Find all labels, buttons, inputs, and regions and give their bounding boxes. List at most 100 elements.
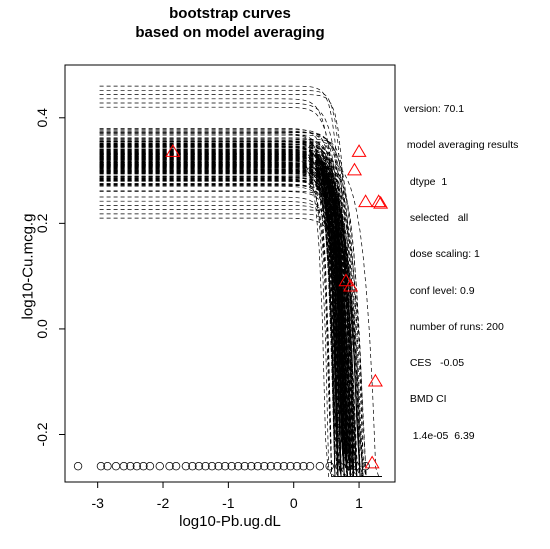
bootstrap-curve: [99, 141, 382, 478]
dose-point-marker: [111, 461, 121, 471]
dose-point-marker: [103, 461, 112, 471]
data-point-marker: [351, 144, 367, 157]
dose-point-marker: [279, 461, 289, 471]
dose-point-marker: [299, 461, 308, 471]
chart-title: bootstrap curves: [169, 5, 291, 22]
bootstrap-curve: [99, 151, 382, 478]
bootstrap-curve: [99, 153, 382, 478]
bootstrap-curve: [99, 174, 382, 478]
x-tick-label: -3: [91, 495, 104, 511]
bootstrap-curve: [99, 183, 382, 478]
bootstrap-curve: [99, 102, 382, 478]
bootstrap-curve: [99, 129, 382, 478]
dose-point-marker: [171, 461, 181, 471]
bootstrap-curve: [99, 200, 382, 478]
info-line: conf level: 0.9: [404, 284, 475, 297]
bootstrap-curve: [99, 132, 382, 478]
data-point-marker: [371, 194, 387, 208]
bootstrap-curve: [99, 151, 382, 478]
bootstrap-curve: [99, 137, 382, 478]
x-tick-label: 1: [355, 495, 363, 511]
dose-point-marker: [96, 461, 106, 471]
bootstrap-curve: [99, 152, 382, 478]
dose-point-marker: [325, 461, 334, 471]
bootstrap-curve: [99, 98, 382, 478]
plot-frame: [64, 64, 396, 483]
bootstrap-curve: [99, 163, 382, 478]
dose-point-marker: [351, 461, 360, 471]
bootstrap-curve: [99, 183, 382, 478]
bootstrap-curve: [99, 177, 382, 478]
bootstrap-curve: [99, 172, 382, 478]
bootstrap-curve: [99, 138, 382, 478]
dose-point-marker: [145, 461, 155, 471]
x-tick-label: -1: [222, 495, 235, 511]
bootstrap-curve: [99, 209, 382, 478]
bootstrap-curve: [99, 144, 382, 478]
bootstrap-curve: [99, 156, 382, 478]
bootstrap-curve: [99, 158, 382, 478]
dose-point-marker: [220, 461, 230, 471]
dose-point-marker: [227, 461, 236, 471]
bootstrap-curve: [99, 154, 382, 478]
bootstrap-curve: [99, 157, 382, 478]
dose-point-marker: [181, 461, 191, 471]
bootstrap-curve: [99, 217, 382, 478]
dose-point-marker: [273, 461, 282, 471]
dose-point-marker: [119, 461, 129, 471]
data-point-marker: [367, 373, 383, 387]
dose-point-marker: [335, 461, 344, 471]
dose-point-marker: [253, 461, 262, 471]
y-tick-label: -0.2: [34, 422, 50, 446]
dose-point-marker: [155, 461, 164, 471]
bootstrap-curve: [99, 150, 382, 478]
data-point-marker: [346, 162, 363, 176]
info-line: selected all: [404, 212, 469, 225]
bootstrap-curve: [99, 134, 382, 478]
bootstrap-curve: [99, 179, 382, 478]
bootstrap-curve: [99, 172, 382, 478]
bootstrap-curve: [99, 162, 382, 478]
x-axis-label: log10-Pb.ug.dL: [179, 513, 281, 530]
dose-point-marker: [361, 461, 370, 471]
dose-point-marker: [126, 461, 135, 471]
dose-point-marker: [345, 461, 354, 471]
dose-point-marker: [260, 461, 269, 471]
info-line: number of runs: 200: [404, 320, 504, 333]
dose-point-marker: [233, 461, 243, 471]
info-panel: version: 70.1 model averaging results dt…: [404, 79, 518, 454]
y-tick-label: 0.2: [34, 213, 50, 233]
data-point-marker: [358, 194, 374, 208]
dose-point-marker: [73, 461, 83, 471]
x-tick-label: 0: [290, 495, 298, 511]
info-line: CES -0.05: [404, 357, 465, 370]
bootstrap-curve: [99, 179, 382, 478]
bootstrap-curve: [99, 180, 382, 478]
data-point-marker: [338, 273, 354, 287]
dose-point-marker: [266, 461, 276, 471]
bootstrap-curve: [99, 131, 382, 478]
bootstrap-curve: [99, 167, 382, 478]
bootstrap-curve: [99, 130, 382, 478]
y-tick-label: 0.0: [34, 319, 50, 339]
bootstrap-curve: [99, 156, 382, 478]
dose-point-marker: [292, 461, 302, 471]
chart-subtitle: based on model averaging: [135, 24, 325, 41]
bootstrap-curve: [99, 165, 382, 478]
dose-point-marker: [247, 461, 256, 471]
bootstrap-curve: [99, 163, 382, 478]
dose-point-marker: [240, 461, 249, 471]
info-line: dtype 1: [404, 175, 448, 188]
bootstrap-curve: [99, 89, 382, 478]
bootstrap-curve: [99, 146, 382, 478]
bootstrap-curve: [99, 153, 382, 478]
data-point-marker: [165, 144, 181, 157]
dose-point-marker: [214, 461, 223, 471]
data-point-marker: [343, 278, 359, 292]
bootstrap-curve: [99, 155, 382, 478]
bootstrap-curve: [99, 205, 382, 478]
bootstrap-curve: [99, 190, 382, 478]
dose-point-marker: [139, 461, 148, 471]
info-line: dose scaling: 1: [404, 248, 480, 261]
